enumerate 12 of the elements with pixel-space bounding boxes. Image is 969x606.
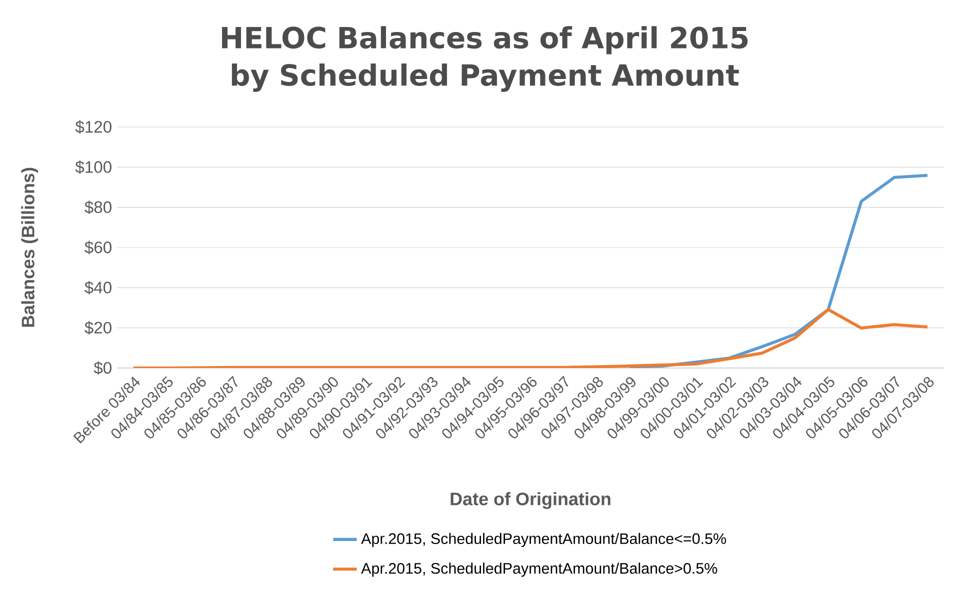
legend-label: Apr.2015, ScheduledPaymentAmount/Balance>0.5% xyxy=(361,562,718,577)
y-axis-title: Balances (Billions) xyxy=(21,168,38,327)
legend-label: Apr.2015, ScheduledPaymentAmount/Balance<=0.5% xyxy=(361,532,726,548)
y-tick-label: $100 xyxy=(75,160,112,174)
chart-title: HELOC Balances as of April 2015 by Scheduled Payment Amount xyxy=(222,26,748,92)
y-tick-label: $20 xyxy=(84,321,112,335)
x-axis-title: Date of Origination xyxy=(450,492,610,509)
y-tick-label: $60 xyxy=(84,240,112,254)
y-tick-label: $120 xyxy=(75,120,112,134)
y-tick-label: $0 xyxy=(94,361,112,375)
y-tick-label: $40 xyxy=(84,280,112,294)
y-tick-label: $80 xyxy=(84,200,112,214)
